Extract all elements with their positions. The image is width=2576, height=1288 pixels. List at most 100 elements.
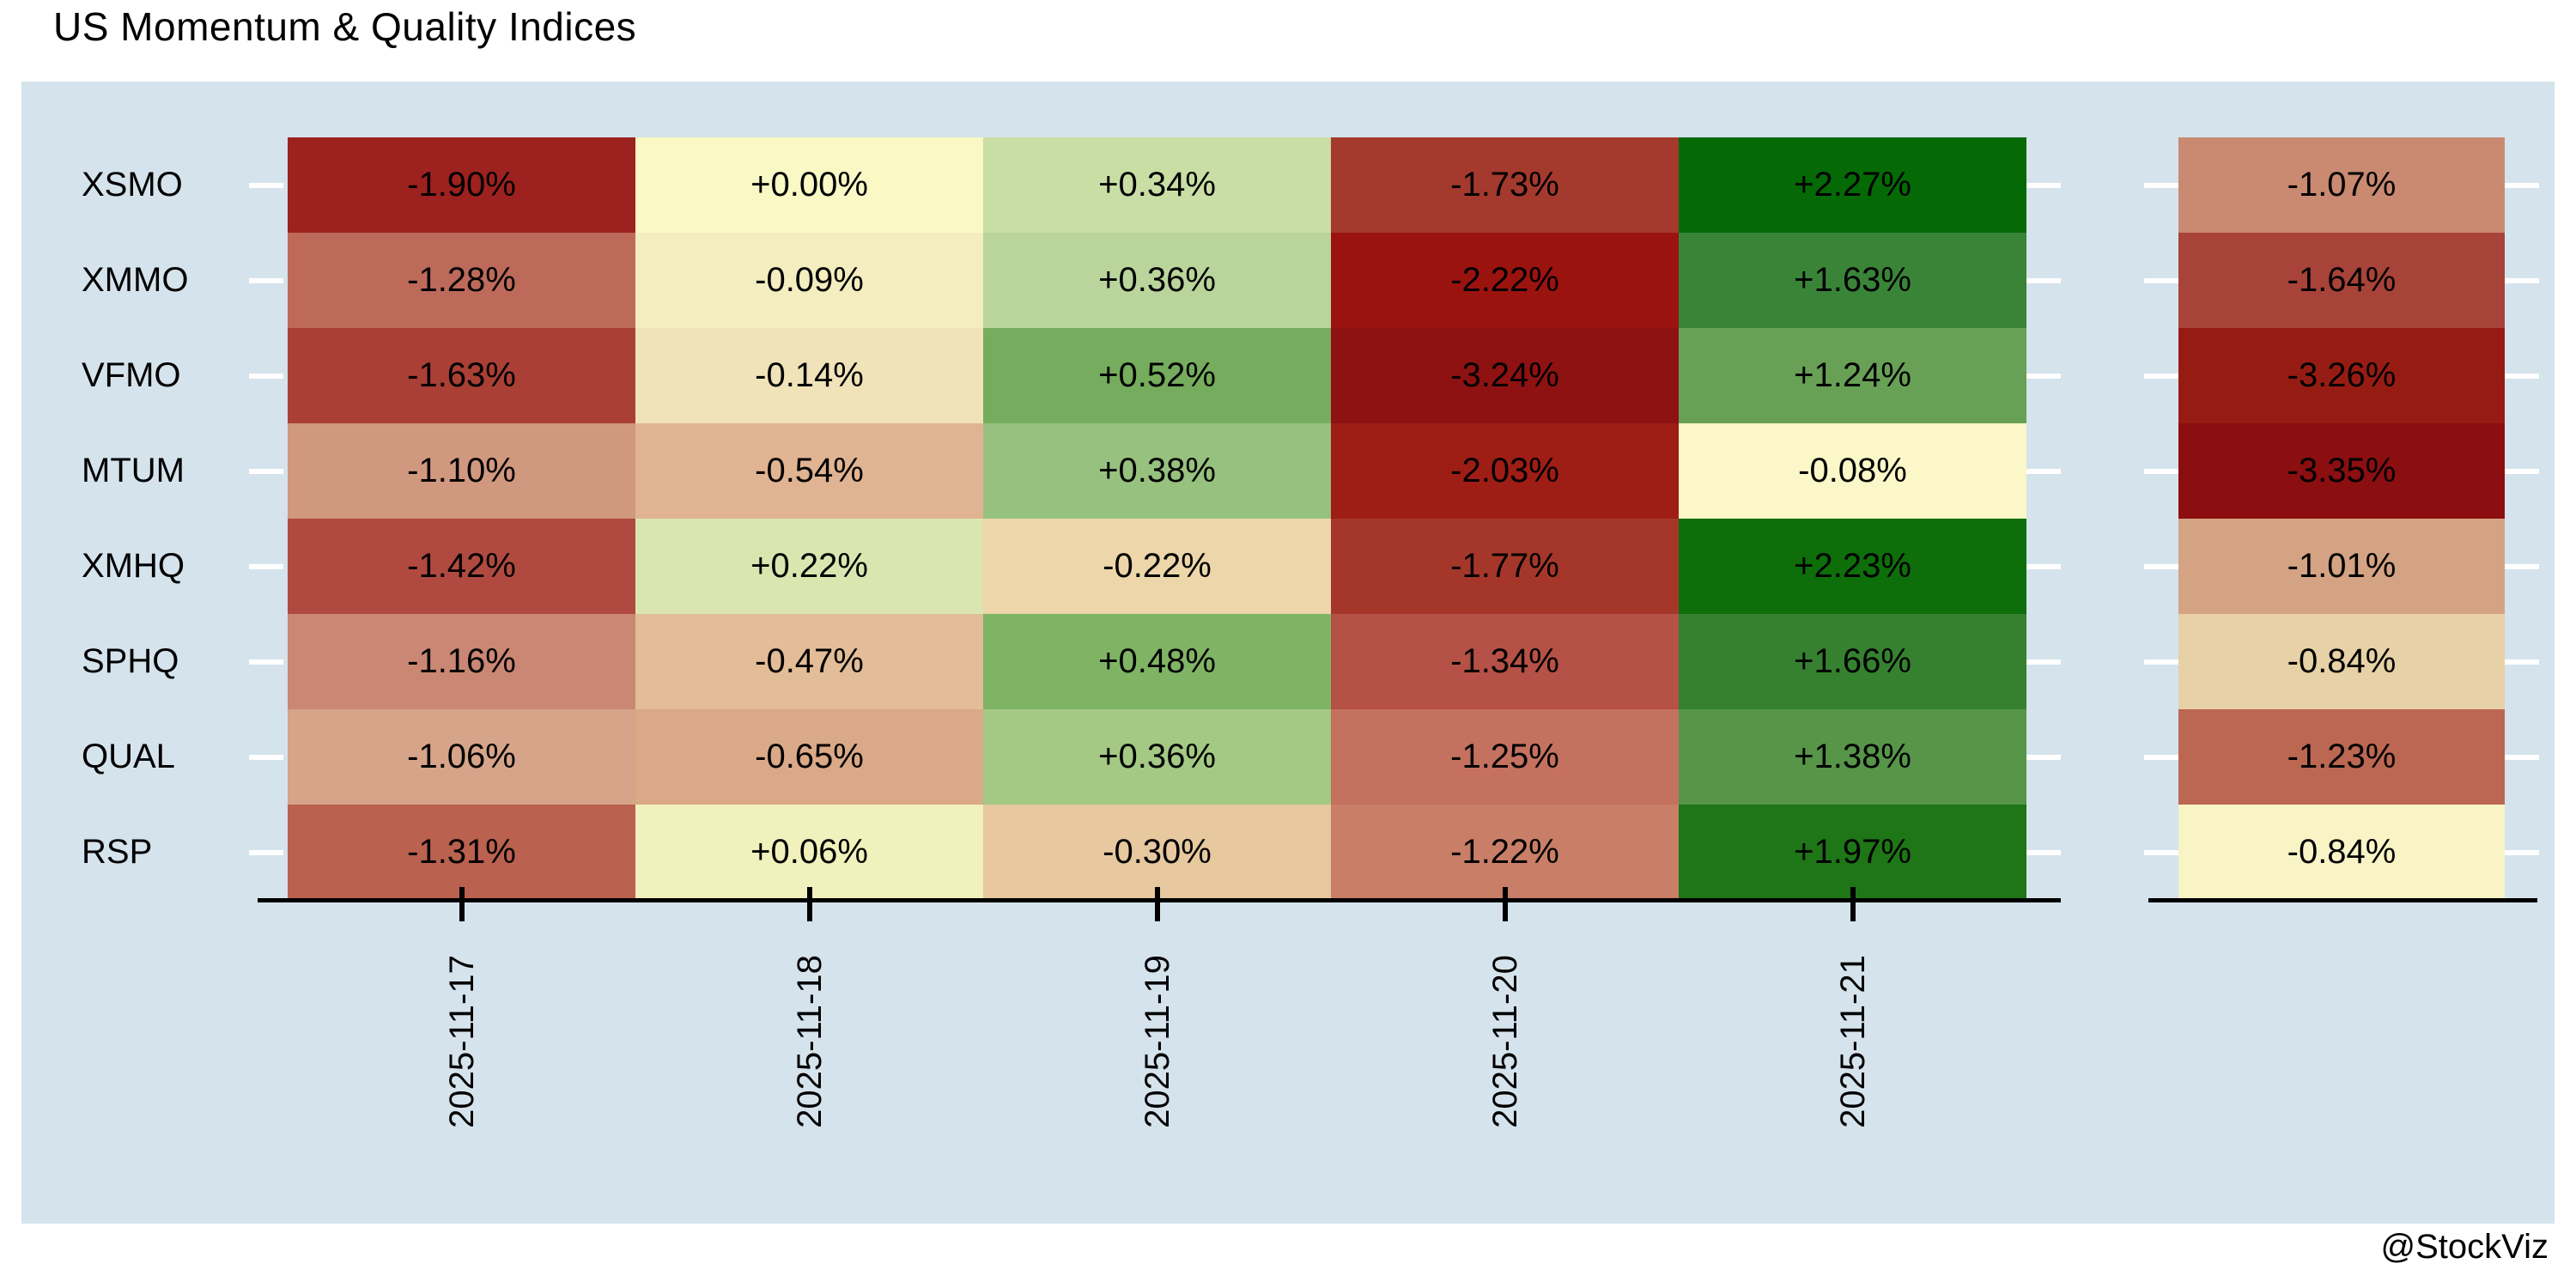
- heatmap-cell: +1.97%: [1679, 805, 2026, 900]
- column-tick: [459, 887, 465, 921]
- row-tick: [249, 563, 283, 569]
- heatmap-cell: -0.65%: [635, 709, 983, 805]
- x-axis-label: 2025-11-19: [1138, 955, 1176, 1128]
- heatmap-cell: +1.66%: [1679, 614, 2026, 709]
- row-tick: [2144, 373, 2178, 379]
- heatmap-cell: +0.36%: [983, 233, 1331, 328]
- row-label-xsmo: XSMO: [82, 166, 183, 204]
- attribution: @StockViz: [2380, 1228, 2549, 1266]
- heatmap-cell: +2.27%: [1679, 137, 2026, 233]
- row-tick: [249, 849, 283, 855]
- row-label-vfmo: VFMO: [82, 356, 181, 394]
- x-axis-label: 2025-11-18: [790, 955, 829, 1128]
- column-tick: [1154, 887, 1160, 921]
- heatmap-cell: -0.54%: [635, 423, 983, 519]
- heatmap-cell: +0.52%: [983, 328, 1331, 423]
- row-tick: [2026, 849, 2061, 855]
- column-tick: [1502, 887, 1508, 921]
- row-tick: [2026, 468, 2061, 474]
- heatmap-cell: +1.63%: [1679, 233, 2026, 328]
- heatmap-cell: -0.09%: [635, 233, 983, 328]
- heatmap-cell: +1.24%: [1679, 328, 2026, 423]
- heatmap-cell: +0.48%: [983, 614, 1331, 709]
- row-tick: [249, 182, 283, 188]
- heatmap-cell: +0.38%: [983, 423, 1331, 519]
- summary-cell: -3.26%: [2178, 328, 2505, 423]
- heatmap-cell: -1.16%: [288, 614, 635, 709]
- row-label-qual: QUAL: [82, 738, 175, 775]
- x-axis-label: 2025-11-21: [1833, 955, 1872, 1128]
- row-tick: [2144, 468, 2178, 474]
- row-tick: [2505, 373, 2539, 379]
- row-tick: [2505, 659, 2539, 665]
- row-tick: [2505, 277, 2539, 283]
- summary-cell: -1.01%: [2178, 519, 2505, 614]
- row-tick: [2026, 373, 2061, 379]
- x-axis-line-summary: [2148, 898, 2537, 902]
- heatmap-cell: -1.34%: [1331, 614, 1679, 709]
- row-tick: [249, 373, 283, 379]
- heatmap-cell: -1.25%: [1331, 709, 1679, 805]
- row-tick: [2144, 277, 2178, 283]
- heatmap-cell: -1.10%: [288, 423, 635, 519]
- row-tick: [2505, 754, 2539, 760]
- row-tick: [2026, 754, 2061, 760]
- heatmap-cell: -1.42%: [288, 519, 635, 614]
- x-axis-label: 2025-11-17: [442, 955, 481, 1128]
- heatmap-cell: +1.38%: [1679, 709, 2026, 805]
- heatmap-cell: -0.47%: [635, 614, 983, 709]
- heatmap-cell: -1.31%: [288, 805, 635, 900]
- heatmap-cell: -1.63%: [288, 328, 635, 423]
- heatmap-cell: +0.36%: [983, 709, 1331, 805]
- heatmap-cell: -0.08%: [1679, 423, 2026, 519]
- summary-cell: -3.35%: [2178, 423, 2505, 519]
- summary-cell: -0.84%: [2178, 614, 2505, 709]
- heatmap-cell: -3.24%: [1331, 328, 1679, 423]
- row-tick: [2505, 468, 2539, 474]
- summary-cell: -1.07%: [2178, 137, 2505, 233]
- heatmap-cell: +0.06%: [635, 805, 983, 900]
- row-tick: [2505, 849, 2539, 855]
- row-label-mtum: MTUM: [82, 452, 185, 489]
- heatmap-cell: -1.28%: [288, 233, 635, 328]
- row-tick: [249, 277, 283, 283]
- heatmap-cell: +0.22%: [635, 519, 983, 614]
- x-axis-label: 2025-11-20: [1485, 955, 1524, 1128]
- heatmap-cell: -0.22%: [983, 519, 1331, 614]
- row-tick: [2505, 182, 2539, 188]
- row-tick: [249, 468, 283, 474]
- summary-cell: -1.23%: [2178, 709, 2505, 805]
- heatmap-cell: -2.22%: [1331, 233, 1679, 328]
- row-tick: [249, 754, 283, 760]
- heatmap-cell: -1.77%: [1331, 519, 1679, 614]
- column-tick: [806, 887, 812, 921]
- row-tick: [2144, 182, 2178, 188]
- summary-cell: -0.84%: [2178, 805, 2505, 900]
- row-tick: [2026, 563, 2061, 569]
- heatmap-cell: -1.06%: [288, 709, 635, 805]
- heatmap-cell: +0.34%: [983, 137, 1331, 233]
- row-label-xmhq: XMHQ: [82, 547, 185, 585]
- row-tick: [2144, 659, 2178, 665]
- row-tick: [249, 659, 283, 665]
- row-tick: [2144, 563, 2178, 569]
- row-tick: [2144, 849, 2178, 855]
- row-tick: [2144, 754, 2178, 760]
- heatmap-cell: -1.22%: [1331, 805, 1679, 900]
- heatmap-cell: -0.14%: [635, 328, 983, 423]
- heatmap-cell: +2.23%: [1679, 519, 2026, 614]
- row-tick: [2026, 182, 2061, 188]
- page-title: US Momentum & Quality Indices: [53, 4, 637, 49]
- row-tick: [2026, 277, 2061, 283]
- row-label-sphq: SPHQ: [82, 642, 179, 680]
- summary-cell: -1.64%: [2178, 233, 2505, 328]
- heatmap-cell: -2.03%: [1331, 423, 1679, 519]
- column-tick: [1850, 887, 1856, 921]
- heatmap-cell: +0.00%: [635, 137, 983, 233]
- row-label-rsp: RSP: [82, 833, 153, 871]
- row-label-xmmo: XMMO: [82, 261, 189, 299]
- heatmap-cell: -1.90%: [288, 137, 635, 233]
- heatmap-cell: -1.73%: [1331, 137, 1679, 233]
- row-tick: [2505, 563, 2539, 569]
